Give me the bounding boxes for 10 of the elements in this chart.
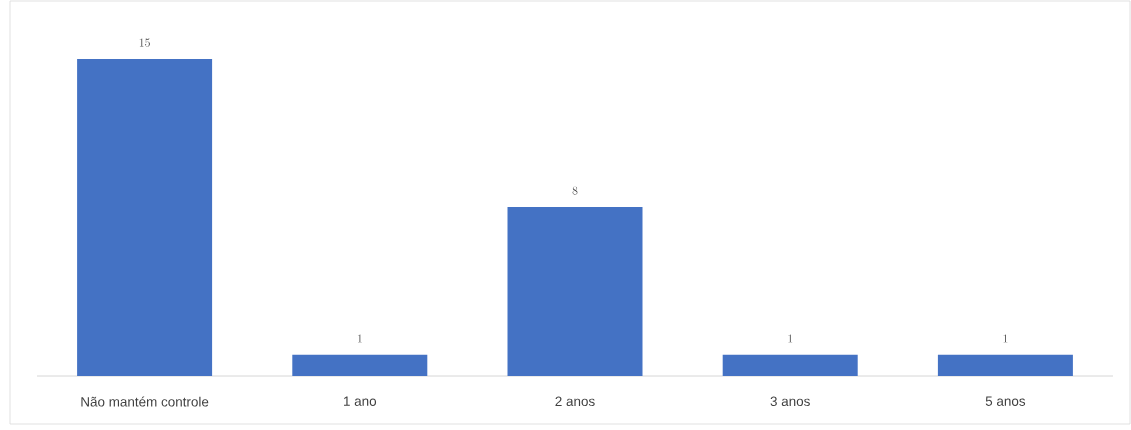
data-label: 1 <box>1003 334 1008 343</box>
data-label: 15 <box>139 38 150 47</box>
x-tick-label: 1 ano <box>344 396 377 406</box>
data-label: 1 <box>788 334 793 343</box>
x-tick-label: 2 anos <box>555 396 595 407</box>
data-label: 1 <box>357 334 362 343</box>
x-tick-label: 5 anos <box>985 396 1026 406</box>
data-label: 8 <box>572 186 578 195</box>
x-tick-label: Não mantém controle <box>81 396 209 407</box>
x-tick-label: 3 anos <box>770 396 810 407</box>
